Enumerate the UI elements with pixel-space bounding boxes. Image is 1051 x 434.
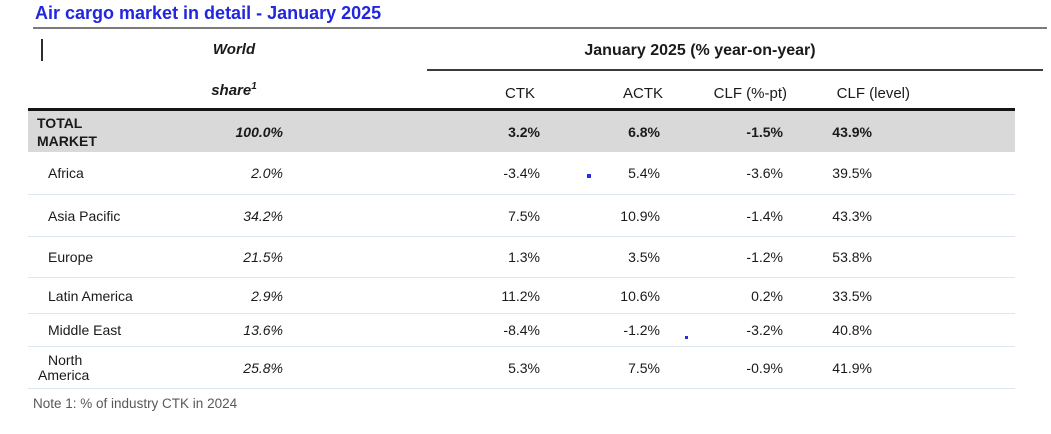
region-label: TOTAL MARKET: [37, 114, 97, 149]
clf-level-cell: 33.5%: [832, 287, 872, 304]
region-label: Latin America: [48, 287, 133, 304]
actk-cell: 6.8%: [628, 123, 660, 140]
table-row-asia-pacific: Asia Pacific 34.2% 7.5% 10.9% -1.4% 43.3…: [28, 195, 1015, 237]
corner-header-world: World: [212, 41, 256, 58]
world-share-cell: 25.8%: [243, 359, 283, 376]
blue-dot-artifact: [685, 336, 688, 339]
region-cell: Europe: [28, 249, 168, 265]
ctk-cell: 3.2%: [508, 123, 540, 140]
actk-cell: 5.4%: [628, 165, 660, 181]
header-divider: [28, 108, 1015, 111]
title-divider: [33, 27, 1047, 29]
table-row-latin-america: Latin America 2.9% 11.2% 10.6% 0.2% 33.5…: [28, 278, 1015, 314]
page-title: Air cargo market in detail - January 202…: [35, 3, 382, 23]
column-header-ctk: CTK: [505, 85, 535, 102]
clf-level-cell: 53.8%: [832, 249, 872, 265]
region-cell: Latin America: [28, 288, 168, 304]
actk-cell: 10.9%: [620, 207, 660, 224]
ctk-cell: 11.2%: [501, 287, 540, 304]
clf-pt-cell: -0.9%: [746, 359, 783, 376]
group-header-underline: [427, 69, 1043, 71]
region-cell: Asia Pacific: [28, 208, 168, 224]
actk-cell: -1.2%: [623, 322, 660, 338]
clf-pt-cell: -3.6%: [746, 165, 783, 181]
clf-level-cell: 41.9%: [832, 359, 872, 376]
column-header-actk: ACTK: [622, 85, 663, 102]
region-cell: Middle East: [28, 322, 168, 338]
clf-level-cell: 43.9%: [832, 123, 872, 140]
region-cell: TOTAL MARKET: [28, 114, 168, 150]
text-cursor-artifact: [41, 39, 43, 61]
actk-cell: 7.5%: [628, 359, 660, 376]
ctk-cell: 1.3%: [508, 249, 540, 265]
region-cell: Africa: [28, 165, 168, 181]
region-label: North America: [38, 351, 90, 383]
corner-header-share: share1: [168, 81, 300, 99]
ctk-cell: 5.3%: [508, 359, 540, 376]
clf-pt-cell: -1.2%: [746, 249, 783, 265]
actk-cell: 3.5%: [628, 249, 660, 265]
world-share-cell: 2.0%: [251, 165, 283, 181]
table-row-africa: Africa 2.0% -3.4% 5.4% -3.6% 39.5%: [28, 152, 1015, 195]
world-share-cell: 34.2%: [243, 207, 283, 224]
footnote: Note 1: % of industry CTK in 2024: [33, 396, 238, 411]
region-label: Asia Pacific: [48, 207, 121, 224]
column-header-clf-pt: CLF (%-pt): [713, 85, 787, 102]
world-share-cell: 2.9%: [251, 287, 283, 304]
world-share-cell: 21.5%: [243, 249, 283, 265]
region-cell: North America: [28, 351, 168, 383]
ctk-cell: -3.4%: [503, 165, 540, 181]
clf-level-cell: 40.8%: [832, 322, 872, 338]
clf-pt-cell: -1.5%: [746, 123, 783, 140]
region-label: Europe: [48, 249, 94, 265]
table-row-total-market: TOTAL MARKET 100.0% 3.2% 6.8% -1.5% 43.9…: [28, 111, 1015, 152]
group-header: January 2025 (% year-on-year): [584, 42, 816, 59]
world-share-cell: 13.6%: [243, 322, 283, 338]
world-share-cell: 100.0%: [235, 123, 283, 140]
column-header-clf-level: CLF (level): [836, 85, 910, 102]
data-table: TOTAL MARKET 100.0% 3.2% 6.8% -1.5% 43.9…: [28, 111, 1015, 389]
clf-pt-cell: 0.2%: [751, 287, 783, 304]
table-row-middle-east: Middle East 13.6% -8.4% -1.2% -3.2% 40.8…: [28, 314, 1015, 347]
footnote-marker: 1: [251, 81, 257, 92]
region-label: Middle East: [48, 322, 122, 338]
blue-dot-artifact: [587, 174, 591, 178]
region-label: Africa: [48, 165, 84, 181]
clf-pt-cell: -1.4%: [746, 207, 783, 224]
actk-cell: 10.6%: [620, 287, 660, 304]
table-row-europe: Europe 21.5% 1.3% 3.5% -1.2% 53.8%: [28, 237, 1015, 278]
ctk-cell: 7.5%: [508, 207, 540, 224]
clf-level-cell: 43.3%: [832, 207, 872, 224]
corner-header-share-text: share: [211, 82, 252, 99]
clf-pt-cell: -3.2%: [746, 322, 783, 338]
clf-level-cell: 39.5%: [832, 165, 872, 181]
ctk-cell: -8.4%: [503, 322, 540, 338]
table-row-north-america: North America 25.8% 5.3% 7.5% -0.9% 41.9…: [28, 347, 1015, 389]
